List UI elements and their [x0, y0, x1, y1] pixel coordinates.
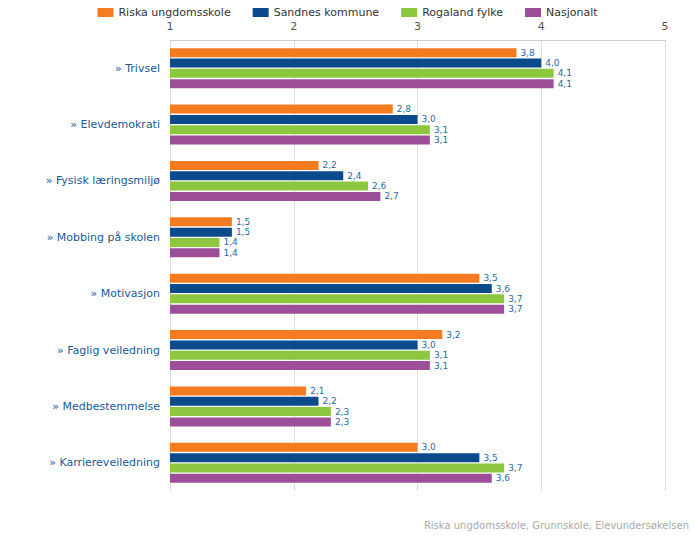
svg-text:» Elevdemokrati: » Elevdemokrati	[70, 118, 160, 131]
svg-text:Sandnes kommune: Sandnes kommune	[274, 6, 380, 19]
svg-text:3,5: 3,5	[483, 273, 497, 283]
svg-text:3,1: 3,1	[434, 350, 448, 360]
svg-text:4,1: 4,1	[558, 68, 572, 78]
svg-text:2,3: 2,3	[335, 407, 349, 417]
svg-text:2,4: 2,4	[347, 171, 362, 181]
svg-text:Riska ungdomsskole, Grunnskole: Riska ungdomsskole, Grunnskole, Elevunde…	[424, 520, 689, 531]
svg-text:1,5: 1,5	[236, 227, 250, 237]
svg-text:» Fysisk læringsmiljø: » Fysisk læringsmiljø	[46, 174, 160, 187]
svg-text:5: 5	[662, 20, 669, 33]
svg-text:» Medbestemmelse: » Medbestemmelse	[52, 400, 160, 413]
svg-text:Nasjonalt: Nasjonalt	[546, 6, 598, 19]
svg-text:3,5: 3,5	[483, 453, 497, 463]
svg-text:Riska ungdomsskole: Riska ungdomsskole	[118, 6, 230, 19]
svg-text:3,7: 3,7	[508, 294, 522, 304]
svg-text:2,8: 2,8	[397, 104, 412, 114]
svg-text:2,7: 2,7	[384, 191, 398, 201]
svg-text:3,0: 3,0	[422, 340, 437, 350]
svg-text:4: 4	[538, 20, 545, 33]
svg-text:2,1: 2,1	[310, 386, 324, 396]
svg-text:3,2: 3,2	[446, 330, 460, 340]
svg-text:Rogaland fylke: Rogaland fylke	[422, 6, 503, 19]
svg-text:3,1: 3,1	[434, 125, 448, 135]
svg-text:3,8: 3,8	[521, 48, 536, 58]
svg-text:2,6: 2,6	[372, 181, 387, 191]
svg-text:2: 2	[290, 20, 297, 33]
svg-text:3,6: 3,6	[496, 284, 511, 294]
svg-text:3,7: 3,7	[508, 463, 522, 473]
svg-text:2,2: 2,2	[323, 396, 337, 406]
svg-text:4,0: 4,0	[545, 58, 560, 68]
svg-text:3,1: 3,1	[434, 135, 448, 145]
svg-text:3,7: 3,7	[508, 304, 522, 314]
svg-text:3: 3	[414, 20, 421, 33]
svg-text:3,6: 3,6	[496, 473, 511, 483]
svg-text:» Faglig veiledning: » Faglig veiledning	[57, 344, 160, 357]
svg-text:1,4: 1,4	[224, 237, 239, 247]
svg-text:1,4: 1,4	[224, 248, 239, 258]
svg-text:» Trivsel: » Trivsel	[115, 62, 160, 75]
svg-text:4,1: 4,1	[558, 79, 572, 89]
svg-text:3,0: 3,0	[422, 114, 437, 124]
svg-text:1: 1	[167, 20, 174, 33]
svg-text:3,1: 3,1	[434, 361, 448, 371]
svg-text:» Motivasjon: » Motivasjon	[90, 287, 160, 300]
svg-text:» Karriereveiledning: » Karriereveiledning	[49, 456, 160, 469]
svg-text:2,2: 2,2	[323, 160, 337, 170]
svg-text:1,5: 1,5	[236, 217, 250, 227]
svg-text:» Mobbing på skolen: » Mobbing på skolen	[47, 231, 160, 244]
svg-text:2,3: 2,3	[335, 417, 349, 427]
svg-text:3,0: 3,0	[422, 442, 437, 452]
